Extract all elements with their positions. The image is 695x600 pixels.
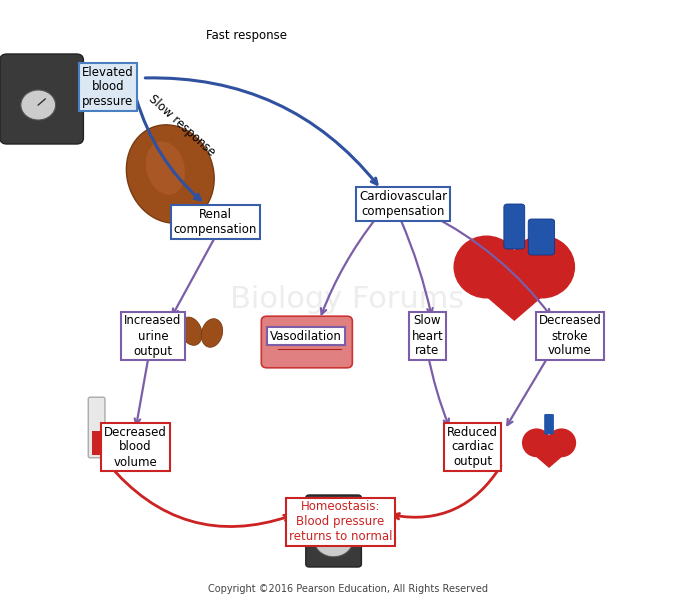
FancyBboxPatch shape [0, 54, 83, 144]
FancyBboxPatch shape [504, 204, 525, 249]
Ellipse shape [509, 235, 575, 298]
Ellipse shape [180, 317, 202, 346]
Text: Slow
heart
rate: Slow heart rate [411, 314, 443, 358]
Text: Elevated
blood
pressure: Elevated blood pressure [82, 65, 133, 109]
Ellipse shape [151, 332, 166, 349]
Polygon shape [455, 270, 573, 321]
Text: Vasodilation: Vasodilation [270, 329, 342, 343]
Text: Slow response: Slow response [146, 93, 218, 159]
Text: Cardiovascular
compensation: Cardiovascular compensation [359, 190, 447, 218]
Ellipse shape [522, 428, 551, 457]
Text: Decreased
blood
volume: Decreased blood volume [104, 425, 167, 469]
Ellipse shape [126, 125, 214, 223]
FancyBboxPatch shape [528, 219, 555, 255]
Polygon shape [523, 445, 575, 468]
Text: Renal
compensation: Renal compensation [174, 208, 257, 236]
FancyBboxPatch shape [88, 397, 105, 458]
FancyBboxPatch shape [544, 414, 554, 434]
Text: Decreased
stroke
volume: Decreased stroke volume [539, 314, 601, 358]
Ellipse shape [547, 428, 576, 457]
Ellipse shape [146, 141, 185, 195]
Circle shape [314, 523, 353, 557]
Ellipse shape [202, 319, 222, 347]
Text: Increased
urine
output: Increased urine output [124, 314, 181, 358]
Text: Biology Forums: Biology Forums [230, 286, 465, 314]
Text: Reduced
cardiac
output: Reduced cardiac output [447, 425, 498, 469]
Text: Copyright ©2016 Pearson Education, All Rights Reserved: Copyright ©2016 Pearson Education, All R… [208, 584, 487, 594]
Text: Fast response: Fast response [206, 29, 287, 43]
Text: Homeostasis:
Blood pressure
returns to normal: Homeostasis: Blood pressure returns to n… [289, 500, 392, 544]
Ellipse shape [453, 235, 519, 298]
FancyBboxPatch shape [261, 316, 352, 368]
FancyBboxPatch shape [306, 495, 361, 567]
FancyBboxPatch shape [92, 431, 101, 455]
Circle shape [21, 90, 56, 120]
